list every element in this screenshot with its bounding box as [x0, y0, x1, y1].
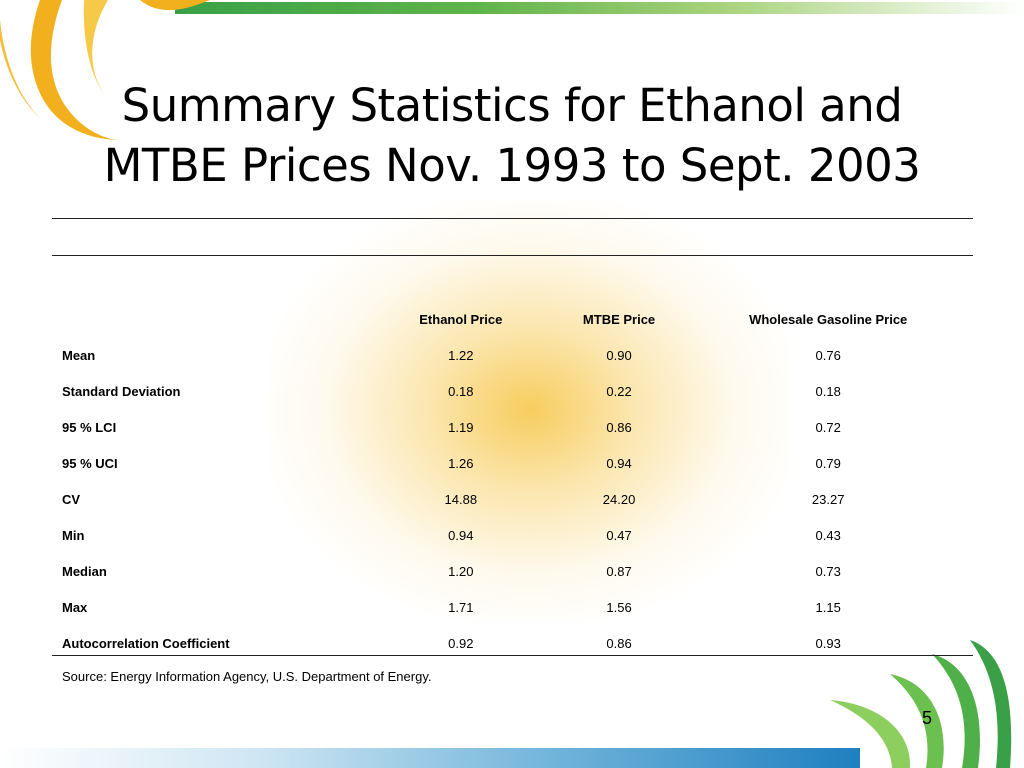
mtbe-value: 0.94	[606, 455, 632, 471]
row-label: 95 % UCI	[62, 455, 118, 471]
summary-statistics-table: Ethanol Price MTBE Price Wholesale Gasol…	[52, 301, 973, 661]
table-header-row: Ethanol Price MTBE Price Wholesale Gasol…	[52, 301, 973, 337]
divider-table-bottom	[52, 655, 973, 656]
row-label: Autocorrelation Coefficient	[62, 635, 230, 651]
ethanol-value: 0.18	[448, 383, 474, 399]
header-ethanol-price: Ethanol Price	[419, 311, 503, 327]
ethanol-value: 1.26	[448, 455, 474, 471]
mtbe-value: 0.22	[606, 383, 632, 399]
mtbe-value: 0.86	[606, 419, 632, 435]
title-line-2: MTBE Prices Nov. 1993 to Sept. 2003	[103, 139, 921, 192]
row-label: 95 % LCI	[62, 419, 117, 435]
ethanol-value: 14.88	[444, 491, 478, 507]
gasoline-value: 0.18	[815, 383, 841, 399]
ethanol-value: 1.19	[448, 419, 474, 435]
ethanol-value: 1.71	[448, 599, 474, 615]
gasoline-value: 23.27	[811, 491, 845, 507]
source-note: Source: Energy Information Agency, U.S. …	[62, 669, 432, 684]
table-row: CV 14.88 24.20 23.27	[52, 481, 973, 517]
gasoline-value: 0.43	[815, 527, 841, 543]
slide-title: Summary Statistics for Ethanol and MTBE …	[0, 76, 1024, 196]
bottom-accent-bar	[0, 748, 860, 768]
swoosh-logo-top-left	[0, 0, 210, 140]
ethanol-value: 0.92	[448, 635, 474, 651]
gasoline-value: 0.76	[815, 347, 841, 363]
mtbe-value: 1.56	[606, 599, 632, 615]
table-row: Autocorrelation Coefficient 0.92 0.86 0.…	[52, 625, 973, 661]
gasoline-value: 0.73	[815, 563, 841, 579]
row-label: Mean	[62, 347, 96, 363]
gasoline-value: 0.72	[815, 419, 841, 435]
page-number: 5	[922, 708, 933, 728]
title-line-1: Summary Statistics for Ethanol and	[121, 79, 903, 132]
gasoline-value: 0.79	[815, 455, 841, 471]
row-label: CV	[62, 491, 81, 507]
mtbe-value: 0.47	[606, 527, 632, 543]
gasoline-value: 0.93	[815, 635, 841, 651]
divider-top	[52, 218, 973, 219]
row-label: Max	[62, 599, 88, 615]
swoosh-logo-bottom-right	[830, 640, 1012, 768]
mtbe-value: 24.20	[602, 491, 636, 507]
mtbe-value: 0.86	[606, 635, 632, 651]
header-label-cell	[52, 301, 367, 337]
mtbe-value: 0.90	[606, 347, 632, 363]
row-label: Min	[62, 527, 85, 543]
header-wholesale-gasoline-price: Wholesale Gasoline Price	[749, 311, 908, 327]
row-label: Median	[62, 563, 107, 579]
divider-second	[52, 255, 973, 256]
gasoline-value: 1.15	[815, 599, 841, 615]
ethanol-value: 0.94	[448, 527, 474, 543]
table-row: Standard Deviation 0.18 0.22 0.18	[52, 373, 973, 409]
table-row: 95 % UCI 1.26 0.94 0.79	[52, 445, 973, 481]
table-row: Median 1.20 0.87 0.73	[52, 553, 973, 589]
top-accent-bar	[175, 2, 1024, 14]
table-row: Max 1.71 1.56 1.15	[52, 589, 973, 625]
mtbe-value: 0.87	[606, 563, 632, 579]
header-mtbe-price: MTBE Price	[582, 311, 656, 327]
table-row: Min 0.94 0.47 0.43	[52, 517, 973, 553]
row-label: Standard Deviation	[62, 383, 181, 399]
table-row: 95 % LCI 1.19 0.86 0.72	[52, 409, 973, 445]
table-row: Mean 1.22 0.90 0.76	[52, 337, 973, 373]
ethanol-value: 1.20	[448, 563, 474, 579]
ethanol-value: 1.22	[448, 347, 474, 363]
